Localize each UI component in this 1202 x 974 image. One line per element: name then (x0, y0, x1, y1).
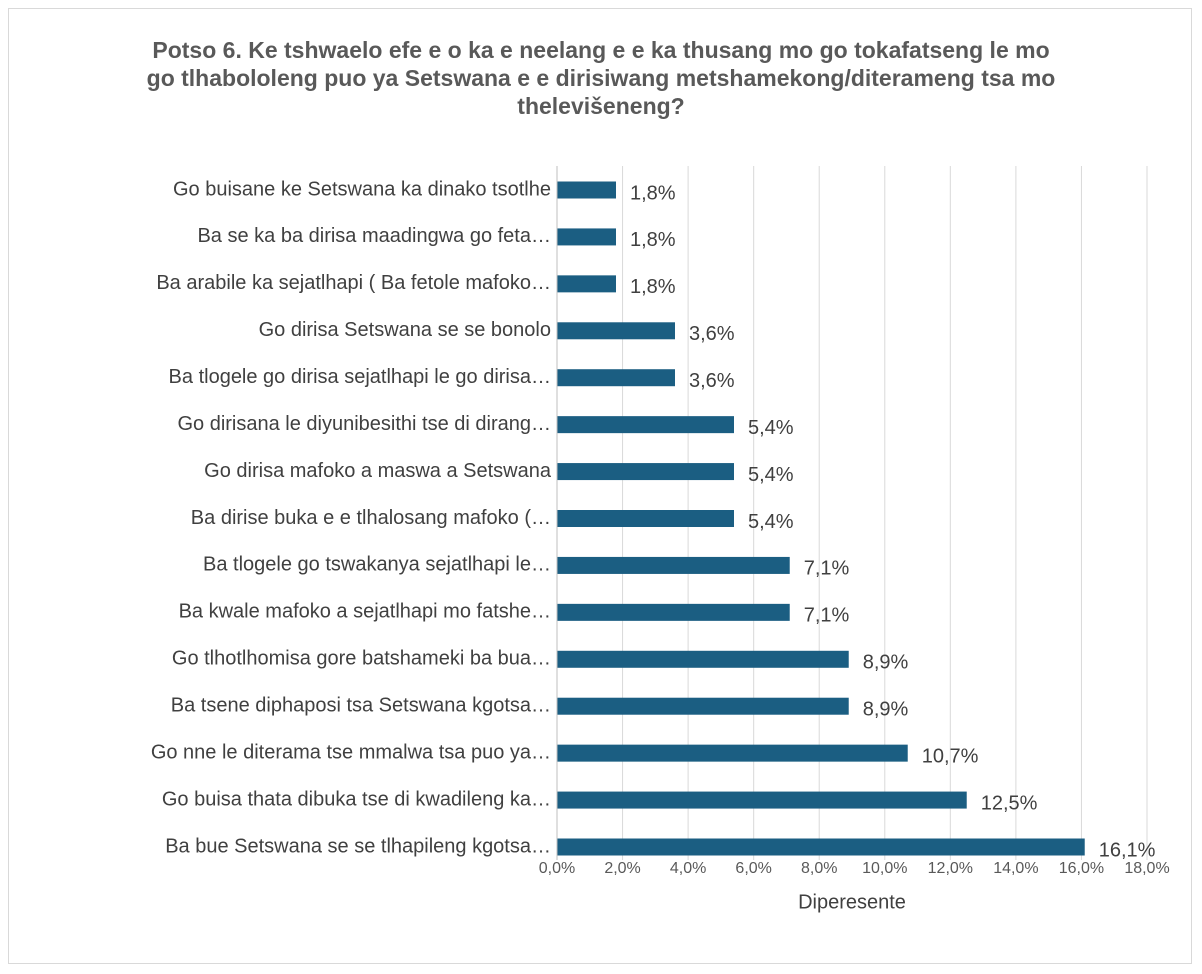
y-tick-label: Go tlhotlhomisa gore batshameki ba bua… (172, 648, 551, 670)
x-tick-label: 4,0% (670, 860, 706, 877)
x-tick-label: 14,0% (993, 860, 1038, 877)
x-tick-label: 10,0% (862, 860, 907, 877)
data-label: 5,4% (748, 511, 794, 533)
y-tick-label: Ba tsene diphaposi tsa Setswana kgotsa… (171, 694, 551, 716)
y-tick-label: Go dirisa Setswana se se bonolo (259, 319, 551, 341)
data-label: 10,7% (922, 745, 979, 767)
data-label: 12,5% (981, 792, 1038, 814)
bar (557, 275, 616, 293)
bar (557, 463, 734, 481)
x-tick-label: 0,0% (539, 860, 575, 877)
data-label: 8,9% (863, 652, 909, 674)
bar (557, 181, 616, 199)
bar (557, 838, 1085, 856)
bar (557, 697, 849, 715)
y-tick-label: Ba bue Setswana se se tlhapileng kgotsa… (165, 835, 551, 857)
bar (557, 416, 734, 434)
data-label: 3,6% (689, 323, 735, 345)
bar (557, 556, 790, 574)
bar (557, 228, 616, 246)
bar (557, 744, 908, 762)
x-tick-label: 6,0% (735, 860, 771, 877)
y-tick-label: Ba arabile ka sejatlhapi ( Ba fetole maf… (156, 272, 551, 294)
x-tick-label: 12,0% (928, 860, 973, 877)
x-tick-label: 8,0% (801, 860, 837, 877)
y-tick-label: Go dirisana le diyunibesithi tse di dira… (177, 413, 551, 435)
data-label: 1,8% (630, 276, 676, 298)
x-axis-title: Diperesente (798, 891, 906, 913)
y-tick-label: Ba dirise buka e e tlhalosang mafoko (… (191, 507, 551, 529)
y-tick-label: Ba tlogele go tswakanya sejatlhapi le… (203, 554, 551, 576)
y-tick-label: Go nne le diterama tse mmalwa tsa puo ya… (151, 741, 551, 763)
bar (557, 510, 734, 527)
data-label: 1,8% (630, 229, 676, 251)
x-tick-label: 2,0% (604, 860, 640, 877)
data-label: 16,1% (1099, 839, 1156, 861)
data-label: 7,1% (804, 558, 850, 580)
data-label: 1,8% (630, 182, 676, 204)
bar (557, 791, 967, 809)
data-label: 5,4% (748, 417, 794, 439)
y-tick-label: Go buisane ke Setswana ka dinako tsotlhe (173, 178, 551, 200)
x-tick-label: 16,0% (1059, 860, 1104, 877)
bar (557, 650, 849, 668)
y-tick-label: Go dirisa mafoko a maswa a Setswana (204, 460, 552, 482)
x-tick-label: 18,0% (1124, 860, 1169, 877)
data-label: 8,9% (863, 698, 909, 720)
data-label: 7,1% (804, 605, 850, 627)
chart-title: Potso 6. Ke tshwaelo efe e o ka e neelan… (146, 37, 1056, 119)
y-tick-label: Ba kwale mafoko a sejatlhapi mo fatshe… (179, 601, 551, 623)
y-tick-label: Ba se ka ba dirisa maadingwa go feta… (197, 225, 551, 247)
y-tick-label: Ba tlogele go dirisa sejatlhapi le go di… (169, 366, 551, 388)
data-label: 5,4% (748, 464, 794, 486)
bar (557, 369, 675, 387)
data-label: 3,6% (689, 370, 735, 392)
chart-frame (8, 8, 1192, 964)
bar (557, 322, 675, 340)
y-tick-label: Go buisa thata dibuka tse di kwadileng k… (162, 788, 551, 810)
bar (557, 603, 790, 621)
